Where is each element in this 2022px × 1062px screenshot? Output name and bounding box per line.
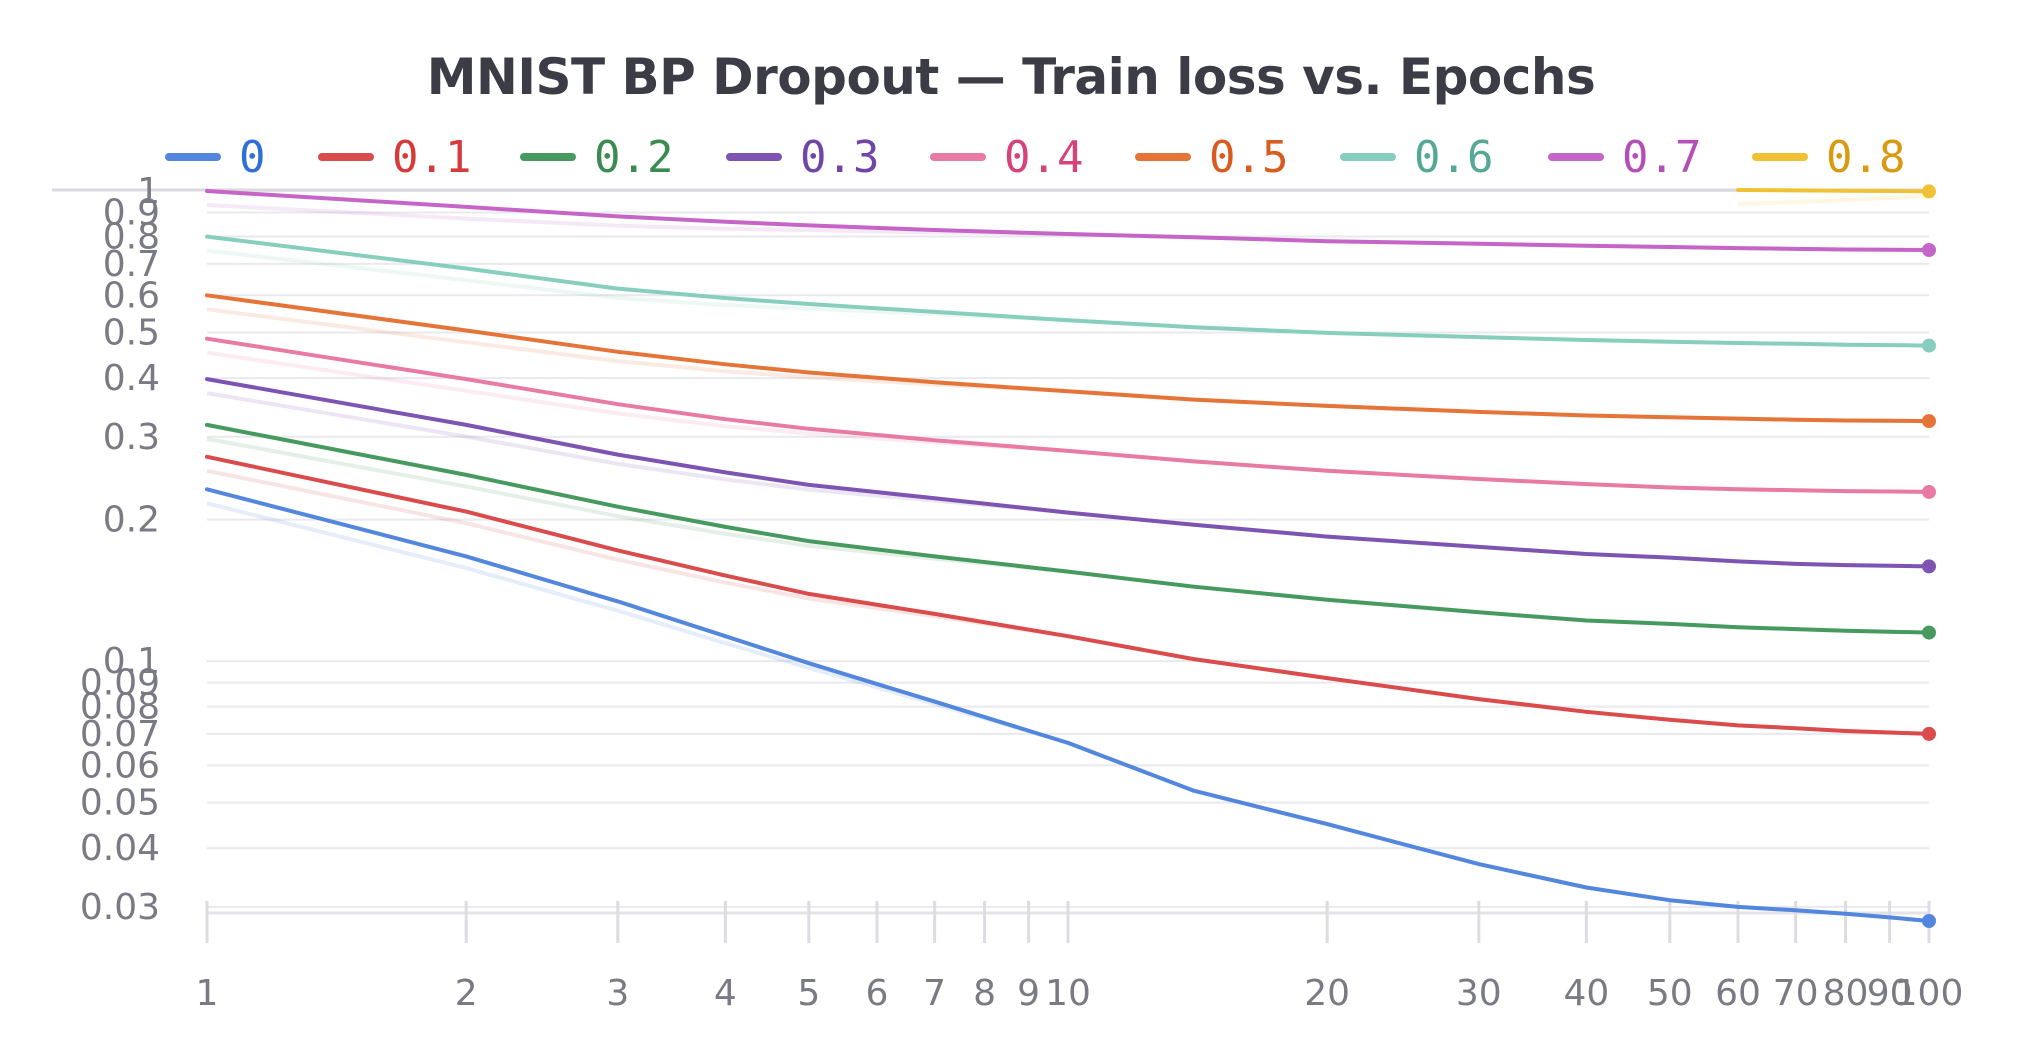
series-ghost-line (206, 436, 1930, 635)
x-tick-label: 4 (714, 973, 737, 1014)
legend-item-0[interactable]: 0 (165, 127, 266, 187)
series-end-marker-0.1 (1922, 726, 1936, 741)
y-tick-label: 0.3 (103, 417, 160, 458)
series-line-0 (205, 487, 1931, 923)
x-tick-label: 1 (196, 973, 219, 1014)
series-line-0.3 (205, 377, 1931, 569)
y-tick-label: 0.07 (80, 714, 160, 755)
series-ghost-line (206, 350, 1930, 494)
series-end-marker-0.4 (1922, 484, 1936, 499)
series-end-marker-0 (1922, 914, 1936, 928)
y-tick-label: 0.09 (80, 663, 160, 704)
y-tick-label: 0.03 (80, 887, 160, 928)
legend-swatch (726, 153, 782, 161)
legend-label: 0.1 (392, 131, 472, 183)
legend-swatch (1752, 153, 1808, 161)
series-end-marker-0.8 (1922, 184, 1936, 199)
legend-item-0.2[interactable]: 0.2 (520, 127, 673, 187)
y-tick-label: 0.5 (103, 313, 160, 354)
x-tick-label: 8 (973, 973, 996, 1014)
x-tick-label: 10 (1045, 973, 1091, 1014)
x-tick-label: 2 (455, 973, 478, 1014)
legend-swatch (930, 153, 986, 161)
legend-item-0.3[interactable]: 0.3 (726, 127, 879, 187)
legend-item-0.6[interactable]: 0.6 (1340, 127, 1493, 187)
x-tick-label: 70 (1773, 973, 1819, 1014)
tick-labels: 10.90.80.70.60.50.40.30.20.10.090.080.07… (80, 171, 1964, 1014)
legend-label: 0.6 (1414, 131, 1494, 183)
legend-item-0.5[interactable]: 0.5 (1135, 127, 1288, 187)
grid (207, 190, 1929, 908)
legend-label: 0.5 (1209, 131, 1289, 183)
x-tick-label: 80 (1823, 973, 1869, 1014)
legend-item-0.4[interactable]: 0.4 (930, 127, 1083, 187)
x-tick-label: 9 (1017, 973, 1040, 1014)
legend-label: 0.7 (1622, 131, 1702, 183)
series-line-0.8 (1736, 188, 1931, 194)
legend-swatch (1135, 153, 1191, 161)
y-tick-label: 0.08 (80, 687, 160, 728)
legend-item-0.8[interactable]: 0.8 (1752, 127, 1905, 187)
legend-swatch (165, 153, 221, 161)
series-line-0.2 (205, 422, 1931, 635)
x-tick-label: 6 (866, 973, 889, 1014)
series-ghost-line (1737, 194, 1930, 206)
y-tick-label: 0.9 (103, 193, 160, 234)
y-tick-label: 1 (137, 171, 160, 212)
series-ghost-line (206, 307, 1930, 424)
x-tick-label: 40 (1563, 973, 1609, 1014)
legend-label: 0.4 (1004, 131, 1084, 183)
axes (52, 188, 1931, 943)
legend-swatch (318, 153, 374, 161)
series-ghost-line (206, 501, 1930, 923)
series-line-0.5 (205, 293, 1931, 424)
x-tick-label: 30 (1456, 973, 1502, 1014)
x-tick-label: 3 (606, 973, 629, 1014)
x-tick-label: 5 (797, 973, 820, 1014)
x-tick-label: 100 (1895, 973, 1964, 1014)
legend-item-0.7[interactable]: 0.7 (1548, 127, 1701, 187)
series-end-marker-0.6 (1922, 338, 1936, 353)
series-end-marker-0.2 (1922, 625, 1936, 640)
chart-title: MNIST BP Dropout — Train loss vs. Epochs (426, 48, 1596, 106)
legend: 0 0.1 0.2 0.3 0.4 0.5 0.6 0.7 0.8 (0, 127, 2022, 187)
x-tick-label: 20 (1304, 973, 1350, 1014)
legend-label: 0.2 (594, 131, 674, 183)
y-tick-label: 0.2 (103, 500, 160, 541)
legend-label: 0.3 (800, 131, 880, 183)
series-line-0.1 (205, 454, 1931, 736)
y-tick-label: 0.8 (103, 217, 160, 258)
y-tick-label: 0.6 (103, 275, 160, 316)
y-tick-label: 0.05 (80, 783, 160, 824)
legend-item-0.1[interactable]: 0.1 (318, 127, 471, 187)
y-tick-label: 0.06 (80, 745, 160, 786)
series-end-marker-0.3 (1922, 559, 1936, 574)
series-line-0.7 (205, 189, 1931, 252)
x-tick-label: 50 (1647, 973, 1693, 1014)
legend-swatch (520, 153, 576, 161)
x-tick-label: 7 (923, 973, 946, 1014)
x-tick-label: 90 (1867, 973, 1913, 1014)
legend-label: 0.8 (1826, 131, 1906, 183)
series-end-marker-0.7 (1922, 243, 1936, 258)
y-tick-label: 0.04 (80, 828, 160, 869)
x-tick-label: 60 (1715, 973, 1761, 1014)
y-tick-label: 0.7 (103, 244, 160, 285)
series (205, 184, 1936, 928)
series-end-marker-0.5 (1922, 414, 1936, 429)
y-tick-label: 0.4 (103, 358, 160, 399)
legend-swatch (1340, 153, 1396, 161)
legend-swatch (1548, 153, 1604, 161)
legend-label: 0 (239, 131, 266, 183)
series-line-0.6 (205, 234, 1931, 348)
series-line-0.4 (205, 336, 1931, 494)
y-tick-label: 0.1 (103, 641, 160, 682)
